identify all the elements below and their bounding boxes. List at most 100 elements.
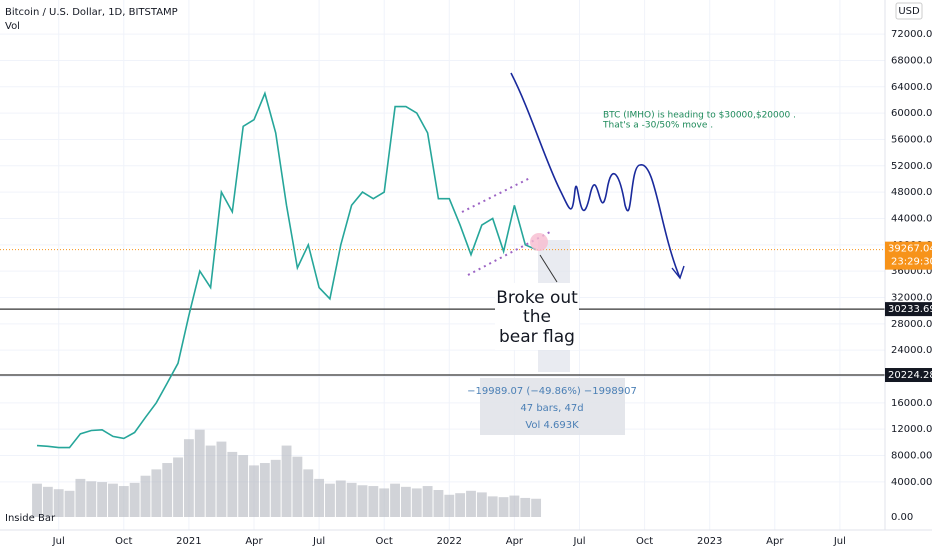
forecast-arrow xyxy=(671,265,685,280)
y-tick-label: 48000.00 xyxy=(891,187,932,198)
price-badge xyxy=(885,241,932,270)
price-line xyxy=(36,90,537,449)
measure-box xyxy=(480,378,625,435)
y-tick-label: 32000.00 xyxy=(891,292,932,303)
volume-bar xyxy=(64,490,75,517)
volume-bar xyxy=(314,478,325,517)
x-tick-label: 2023 xyxy=(697,536,722,547)
currency: USD xyxy=(898,6,920,17)
volume-bar xyxy=(281,445,292,517)
y-tick-label: 72000.00 xyxy=(891,29,932,40)
volume-bar xyxy=(444,494,455,517)
level-label: 30233.69 xyxy=(888,304,932,315)
volume-bar xyxy=(238,455,249,517)
callout-text: Broke out xyxy=(496,288,578,308)
measure-text: Vol 4.693K xyxy=(525,420,579,431)
x-tick-label: Apr xyxy=(245,536,263,547)
y-tick-label: 44000.00 xyxy=(891,213,932,224)
volume-bar xyxy=(433,490,444,517)
measure-text: 47 bars, 47d xyxy=(520,403,583,414)
y-tick-label: 12000.00 xyxy=(891,424,932,435)
x-tick-label: Apr xyxy=(766,536,784,547)
volume-bar xyxy=(346,482,357,517)
volume-bar xyxy=(129,482,140,517)
volume-bar xyxy=(487,496,498,517)
volume-bar xyxy=(205,445,216,517)
y-tick-label: 8000.00 xyxy=(891,450,932,461)
callout-text: bear flag xyxy=(499,327,575,347)
volume-bar xyxy=(335,480,346,517)
y-tick-label: 52000.00 xyxy=(891,161,932,172)
volume-bar xyxy=(531,498,542,517)
indicator-label: Inside Bar xyxy=(5,513,56,524)
volume-bar xyxy=(32,483,42,517)
volume-bar xyxy=(140,475,151,517)
volume-panel xyxy=(32,429,542,517)
grid xyxy=(0,0,885,530)
callout-line xyxy=(539,254,558,283)
level-badge xyxy=(885,302,932,317)
x-tick-label: 2021 xyxy=(176,536,201,547)
volume-bar xyxy=(53,489,64,517)
volume-bar xyxy=(476,492,487,517)
volume-bar xyxy=(270,459,281,517)
volume-bar xyxy=(422,486,433,517)
volume-bar xyxy=(498,497,509,517)
price-label: 39267.04 xyxy=(888,244,932,255)
volume-label: Vol xyxy=(5,21,20,32)
volume-bar xyxy=(118,486,129,517)
y-tick-label: 28000.00 xyxy=(891,319,932,330)
volume-bar xyxy=(466,490,476,517)
volume-bar xyxy=(509,495,520,517)
volume-bar xyxy=(411,488,422,517)
y-tick-label: 4000.00 xyxy=(891,477,932,488)
volume-bar xyxy=(75,478,86,517)
x-tick-label: 2022 xyxy=(437,536,462,547)
volume-bar xyxy=(455,493,466,517)
volume-bar xyxy=(520,497,531,517)
y-tick-label: 56000.00 xyxy=(891,134,932,145)
volume-bar xyxy=(357,485,368,517)
y-tick-label: 16000.00 xyxy=(891,398,932,409)
volume-bar xyxy=(183,439,194,517)
volume-bar xyxy=(292,456,303,517)
flag-upper xyxy=(461,177,531,213)
volume-bar xyxy=(194,429,205,517)
volume-bar xyxy=(303,469,314,517)
y-tick-label: 64000.00 xyxy=(891,82,932,93)
volume-bar xyxy=(379,488,390,517)
x-tick-label: Oct xyxy=(115,536,132,547)
volume-bar xyxy=(400,486,411,517)
x-tick-label: Jul xyxy=(52,536,65,547)
volume-bar xyxy=(151,469,162,517)
axis-labels: 4000.008000.0012000.0016000.0020000.0024… xyxy=(52,29,932,547)
volume-bar xyxy=(227,451,238,517)
volume-bar xyxy=(249,465,259,517)
price-panel xyxy=(0,90,885,449)
volume-bar xyxy=(325,483,335,517)
chart-title: Bitcoin / U.S. Dollar, 1D, BITSTAMP xyxy=(5,7,178,18)
volume-bar xyxy=(86,481,97,517)
y-tick-label: 36000.00 xyxy=(891,266,932,277)
forecast-path xyxy=(510,72,681,279)
volume-bar xyxy=(42,486,53,517)
callout-text: the xyxy=(523,307,551,327)
level-badge xyxy=(885,368,932,383)
level-label: 20224.28 xyxy=(888,370,932,381)
x-tick-label: Jul xyxy=(312,536,325,547)
x-tick-label: Jul xyxy=(833,536,846,547)
x-tick-label: Jul xyxy=(572,536,585,547)
x-tick-label: Oct xyxy=(376,536,393,547)
volume-bar xyxy=(97,482,108,517)
volume-bar xyxy=(259,463,270,517)
volume-bar xyxy=(368,486,379,517)
measure-text: −19989.07 (−49.86%) −1998907 xyxy=(467,386,637,397)
countdown: 23:29:30 xyxy=(891,257,932,268)
y2-tick-label: 0.00 xyxy=(891,512,913,523)
volume-bar xyxy=(390,483,400,517)
callout-box xyxy=(495,283,579,350)
currency-badge xyxy=(895,2,923,20)
x-tick-label: Oct xyxy=(636,536,653,547)
